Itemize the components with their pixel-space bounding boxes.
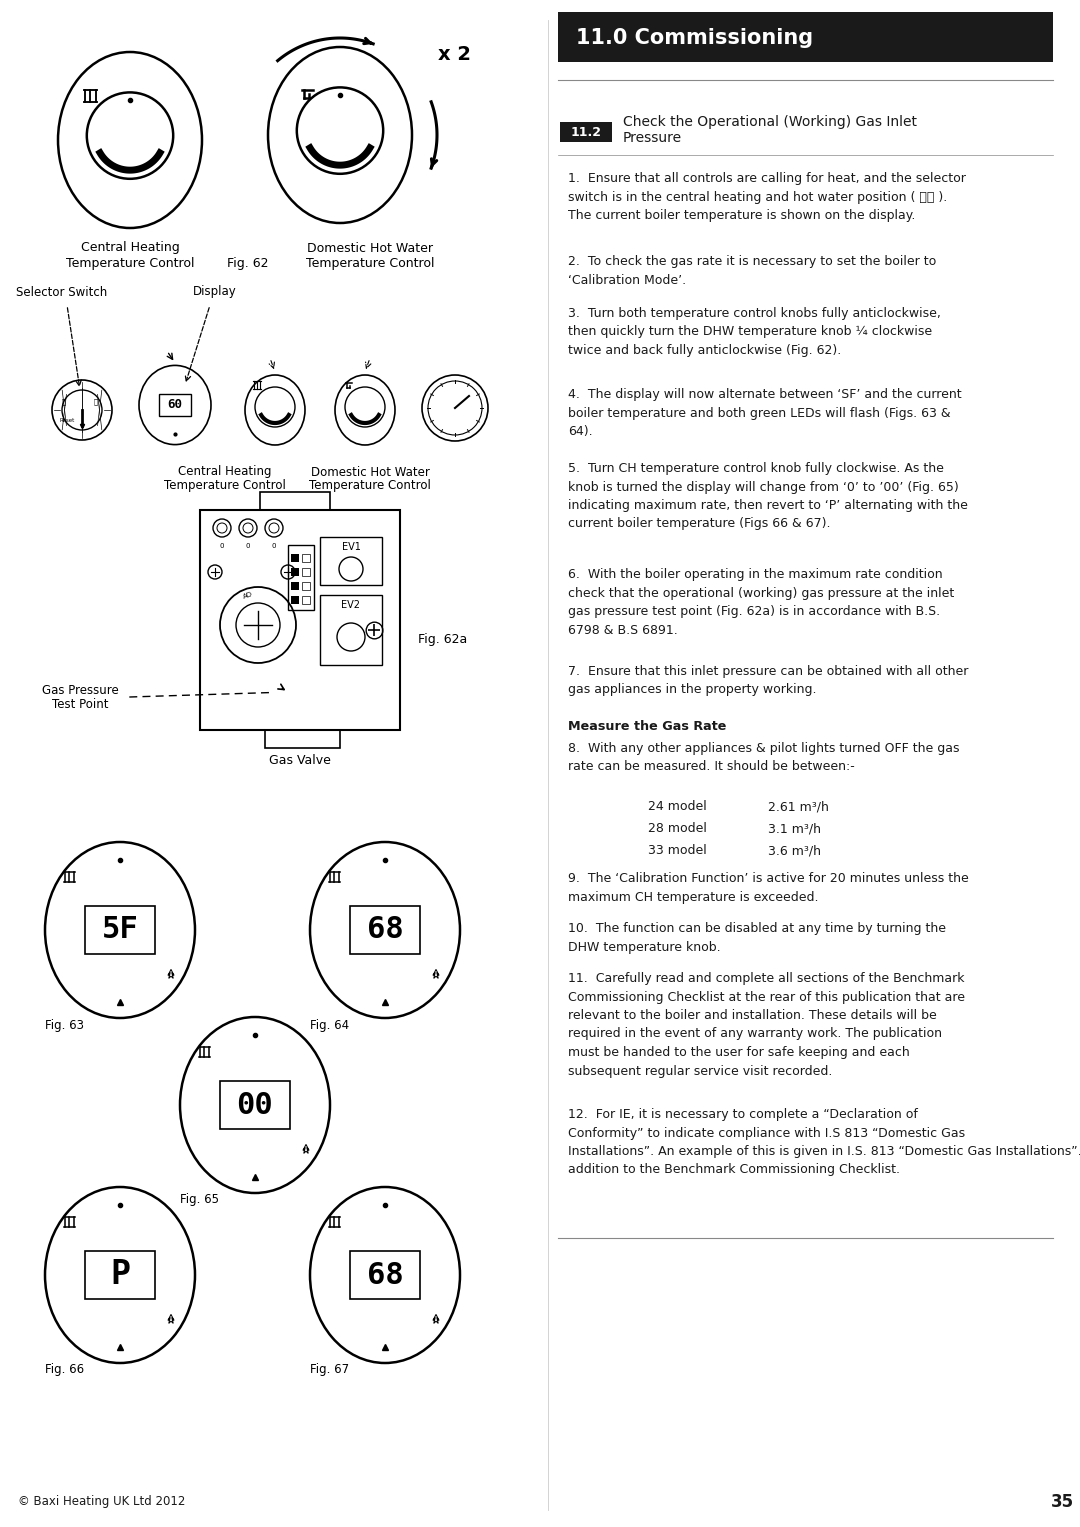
Text: 3.  Turn both temperature control knobs fully anticlockwise,
then quickly turn t: 3. Turn both temperature control knobs f… bbox=[568, 307, 941, 357]
Text: Selector Switch: Selector Switch bbox=[16, 286, 108, 298]
Text: 68: 68 bbox=[366, 1260, 403, 1289]
Bar bbox=[291, 568, 299, 576]
Text: 10.  The function can be disabled at any time by turning the
DHW temperature kno: 10. The function can be disabled at any … bbox=[568, 922, 946, 953]
Bar bbox=[291, 582, 299, 589]
Text: Fig. 62a: Fig. 62a bbox=[418, 634, 468, 646]
Text: Fig. 65: Fig. 65 bbox=[180, 1194, 219, 1206]
Text: 5.  Turn CH temperature control knob fully clockwise. As the
knob is turned the : 5. Turn CH temperature control knob full… bbox=[568, 463, 968, 530]
Text: Fig. 62: Fig. 62 bbox=[227, 257, 269, 269]
Text: Domestic Hot Water: Domestic Hot Water bbox=[311, 466, 430, 478]
Bar bbox=[302, 554, 310, 562]
FancyBboxPatch shape bbox=[350, 906, 420, 954]
Text: 0: 0 bbox=[219, 544, 225, 550]
Text: ⧟: ⧟ bbox=[62, 399, 66, 405]
Text: ⤒: ⤒ bbox=[94, 399, 98, 405]
Text: 3.6 m³/h: 3.6 m³/h bbox=[768, 844, 821, 857]
Text: © Baxi Heating UK Ltd 2012: © Baxi Heating UK Ltd 2012 bbox=[18, 1495, 186, 1509]
Text: 1.  Ensure that all controls are calling for heat, and the selector
switch is in: 1. Ensure that all controls are calling … bbox=[568, 173, 966, 221]
Bar bbox=[200, 510, 400, 730]
Text: 35: 35 bbox=[1051, 1493, 1074, 1512]
Text: 2.  To check the gas rate it is necessary to set the boiler to
‘Calibration Mode: 2. To check the gas rate it is necessary… bbox=[568, 255, 936, 287]
Text: Temperature Control: Temperature Control bbox=[309, 478, 431, 492]
Text: Pressure: Pressure bbox=[623, 131, 683, 145]
Text: Display: Display bbox=[193, 286, 237, 298]
Text: 9.  The ‘Calibration Function’ is active for 20 minutes unless the
maximum CH te: 9. The ‘Calibration Function’ is active … bbox=[568, 872, 969, 904]
Text: 6.  With the boiler operating in the maximum rate condition
check that the opera: 6. With the boiler operating in the maxi… bbox=[568, 568, 955, 637]
Text: 0: 0 bbox=[246, 544, 251, 550]
Text: Temperature Control: Temperature Control bbox=[164, 478, 286, 492]
Text: 33 model: 33 model bbox=[648, 844, 706, 857]
FancyBboxPatch shape bbox=[220, 1081, 289, 1128]
Text: P: P bbox=[110, 1258, 130, 1292]
Circle shape bbox=[255, 386, 295, 428]
Text: Measure the Gas Rate: Measure the Gas Rate bbox=[568, 721, 727, 733]
Text: Domestic Hot Water: Domestic Hot Water bbox=[307, 241, 433, 255]
Text: 11.  Carefully read and complete all sections of the Benchmark
Commissioning Che: 11. Carefully read and complete all sect… bbox=[568, 973, 966, 1078]
Circle shape bbox=[297, 87, 383, 174]
Text: Central Heating: Central Heating bbox=[81, 241, 179, 255]
FancyBboxPatch shape bbox=[85, 1251, 154, 1299]
FancyBboxPatch shape bbox=[350, 1251, 420, 1299]
Bar bbox=[558, 12, 1053, 63]
Text: Temperature Control: Temperature Control bbox=[306, 257, 434, 269]
Text: 0: 0 bbox=[272, 544, 276, 550]
Text: Fig. 63: Fig. 63 bbox=[45, 1019, 84, 1032]
Text: AD: AD bbox=[242, 591, 254, 600]
Text: Reset: Reset bbox=[59, 417, 75, 423]
Bar bbox=[260, 492, 330, 510]
Text: 3.1 m³/h: 3.1 m³/h bbox=[768, 822, 821, 835]
Bar bbox=[265, 730, 340, 748]
Text: x 2: x 2 bbox=[438, 46, 472, 64]
Text: 11.2: 11.2 bbox=[570, 127, 602, 139]
Text: 12.  For IE, it is necessary to complete a “Declaration of
Conformity” to indica: 12. For IE, it is necessary to complete … bbox=[568, 1109, 1080, 1176]
Text: Check the Operational (Working) Gas Inlet: Check the Operational (Working) Gas Inle… bbox=[623, 115, 917, 128]
Text: Temperature Control: Temperature Control bbox=[66, 257, 194, 269]
Bar bbox=[291, 554, 299, 562]
Text: Test Point: Test Point bbox=[52, 698, 108, 710]
Bar bbox=[302, 568, 310, 576]
Text: Fig. 66: Fig. 66 bbox=[45, 1364, 84, 1376]
Bar bbox=[561, 122, 612, 142]
Text: 5F: 5F bbox=[102, 916, 138, 945]
Text: Fig. 67: Fig. 67 bbox=[310, 1364, 349, 1376]
Bar bbox=[320, 596, 382, 664]
Bar bbox=[288, 545, 314, 609]
Text: 7.  Ensure that this inlet pressure can be obtained with all other
gas appliance: 7. Ensure that this inlet pressure can b… bbox=[568, 664, 969, 696]
Text: 68: 68 bbox=[366, 916, 403, 945]
Text: EV1: EV1 bbox=[341, 542, 361, 551]
FancyBboxPatch shape bbox=[159, 394, 191, 415]
Text: 00: 00 bbox=[237, 1090, 273, 1119]
Text: 24 model: 24 model bbox=[648, 800, 706, 812]
FancyBboxPatch shape bbox=[85, 906, 154, 954]
Text: 11.0 Commissioning: 11.0 Commissioning bbox=[576, 27, 813, 47]
Text: 2.61 m³/h: 2.61 m³/h bbox=[768, 800, 828, 812]
Text: Gas Valve: Gas Valve bbox=[269, 753, 330, 767]
Text: 8.  With any other appliances & pilot lights turned OFF the gas
rate can be meas: 8. With any other appliances & pilot lig… bbox=[568, 742, 959, 774]
Bar bbox=[320, 538, 382, 585]
Bar bbox=[302, 582, 310, 589]
Circle shape bbox=[345, 386, 384, 428]
Text: EV2: EV2 bbox=[341, 600, 361, 609]
Text: 4.  The display will now alternate between ‘SF’ and the current
boiler temperatu: 4. The display will now alternate betwee… bbox=[568, 388, 961, 438]
Bar bbox=[291, 596, 299, 605]
Circle shape bbox=[86, 93, 173, 179]
Text: Central Heating: Central Heating bbox=[178, 466, 272, 478]
Text: Fig. 64: Fig. 64 bbox=[310, 1019, 349, 1032]
Bar bbox=[302, 596, 310, 605]
Text: 28 model: 28 model bbox=[648, 822, 707, 835]
Text: 60: 60 bbox=[167, 399, 183, 411]
Text: Gas Pressure: Gas Pressure bbox=[42, 684, 119, 696]
